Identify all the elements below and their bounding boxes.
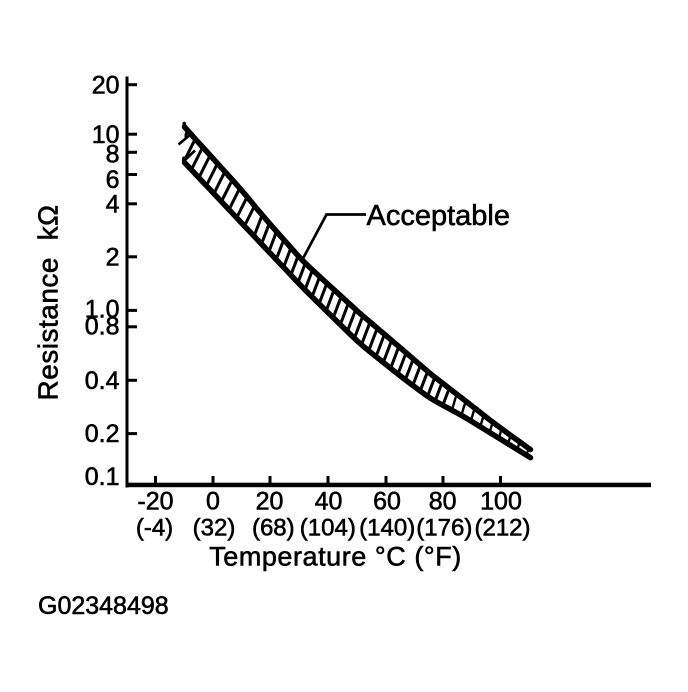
svg-text:60: 60 xyxy=(373,488,401,516)
svg-text:-20: -20 xyxy=(137,488,173,516)
svg-text:20: 20 xyxy=(256,488,284,516)
svg-text:40: 40 xyxy=(315,488,343,516)
svg-text:20: 20 xyxy=(92,72,120,100)
svg-text:Resistance kΩ: Resistance kΩ xyxy=(33,205,64,401)
svg-text:(-4): (-4) xyxy=(136,515,173,542)
svg-text:100: 100 xyxy=(480,488,522,516)
svg-text:0: 0 xyxy=(206,488,220,516)
svg-text:Temperature °C (°F): Temperature °C (°F) xyxy=(209,542,462,572)
svg-text:Acceptable: Acceptable xyxy=(367,200,511,232)
svg-text:0.1: 0.1 xyxy=(85,463,120,491)
svg-text:8: 8 xyxy=(106,141,120,169)
svg-text:(68): (68) xyxy=(252,515,295,542)
svg-text:(176): (176) xyxy=(416,515,472,542)
svg-text:4: 4 xyxy=(106,190,120,218)
svg-text:2: 2 xyxy=(106,243,120,271)
svg-text:0.8: 0.8 xyxy=(85,313,120,341)
svg-text:0.2: 0.2 xyxy=(85,420,120,448)
svg-text:6: 6 xyxy=(106,166,120,194)
svg-text:1.0: 1.0 xyxy=(85,296,120,324)
svg-text:10: 10 xyxy=(92,121,120,149)
svg-text:(212): (212) xyxy=(474,515,530,542)
svg-text:(140): (140) xyxy=(359,515,415,542)
svg-text:(104): (104) xyxy=(300,515,356,542)
svg-text:80: 80 xyxy=(429,488,457,516)
svg-text:G02348498: G02348498 xyxy=(38,592,169,620)
svg-text:0.4: 0.4 xyxy=(85,367,120,395)
svg-text:(32): (32) xyxy=(193,515,236,542)
